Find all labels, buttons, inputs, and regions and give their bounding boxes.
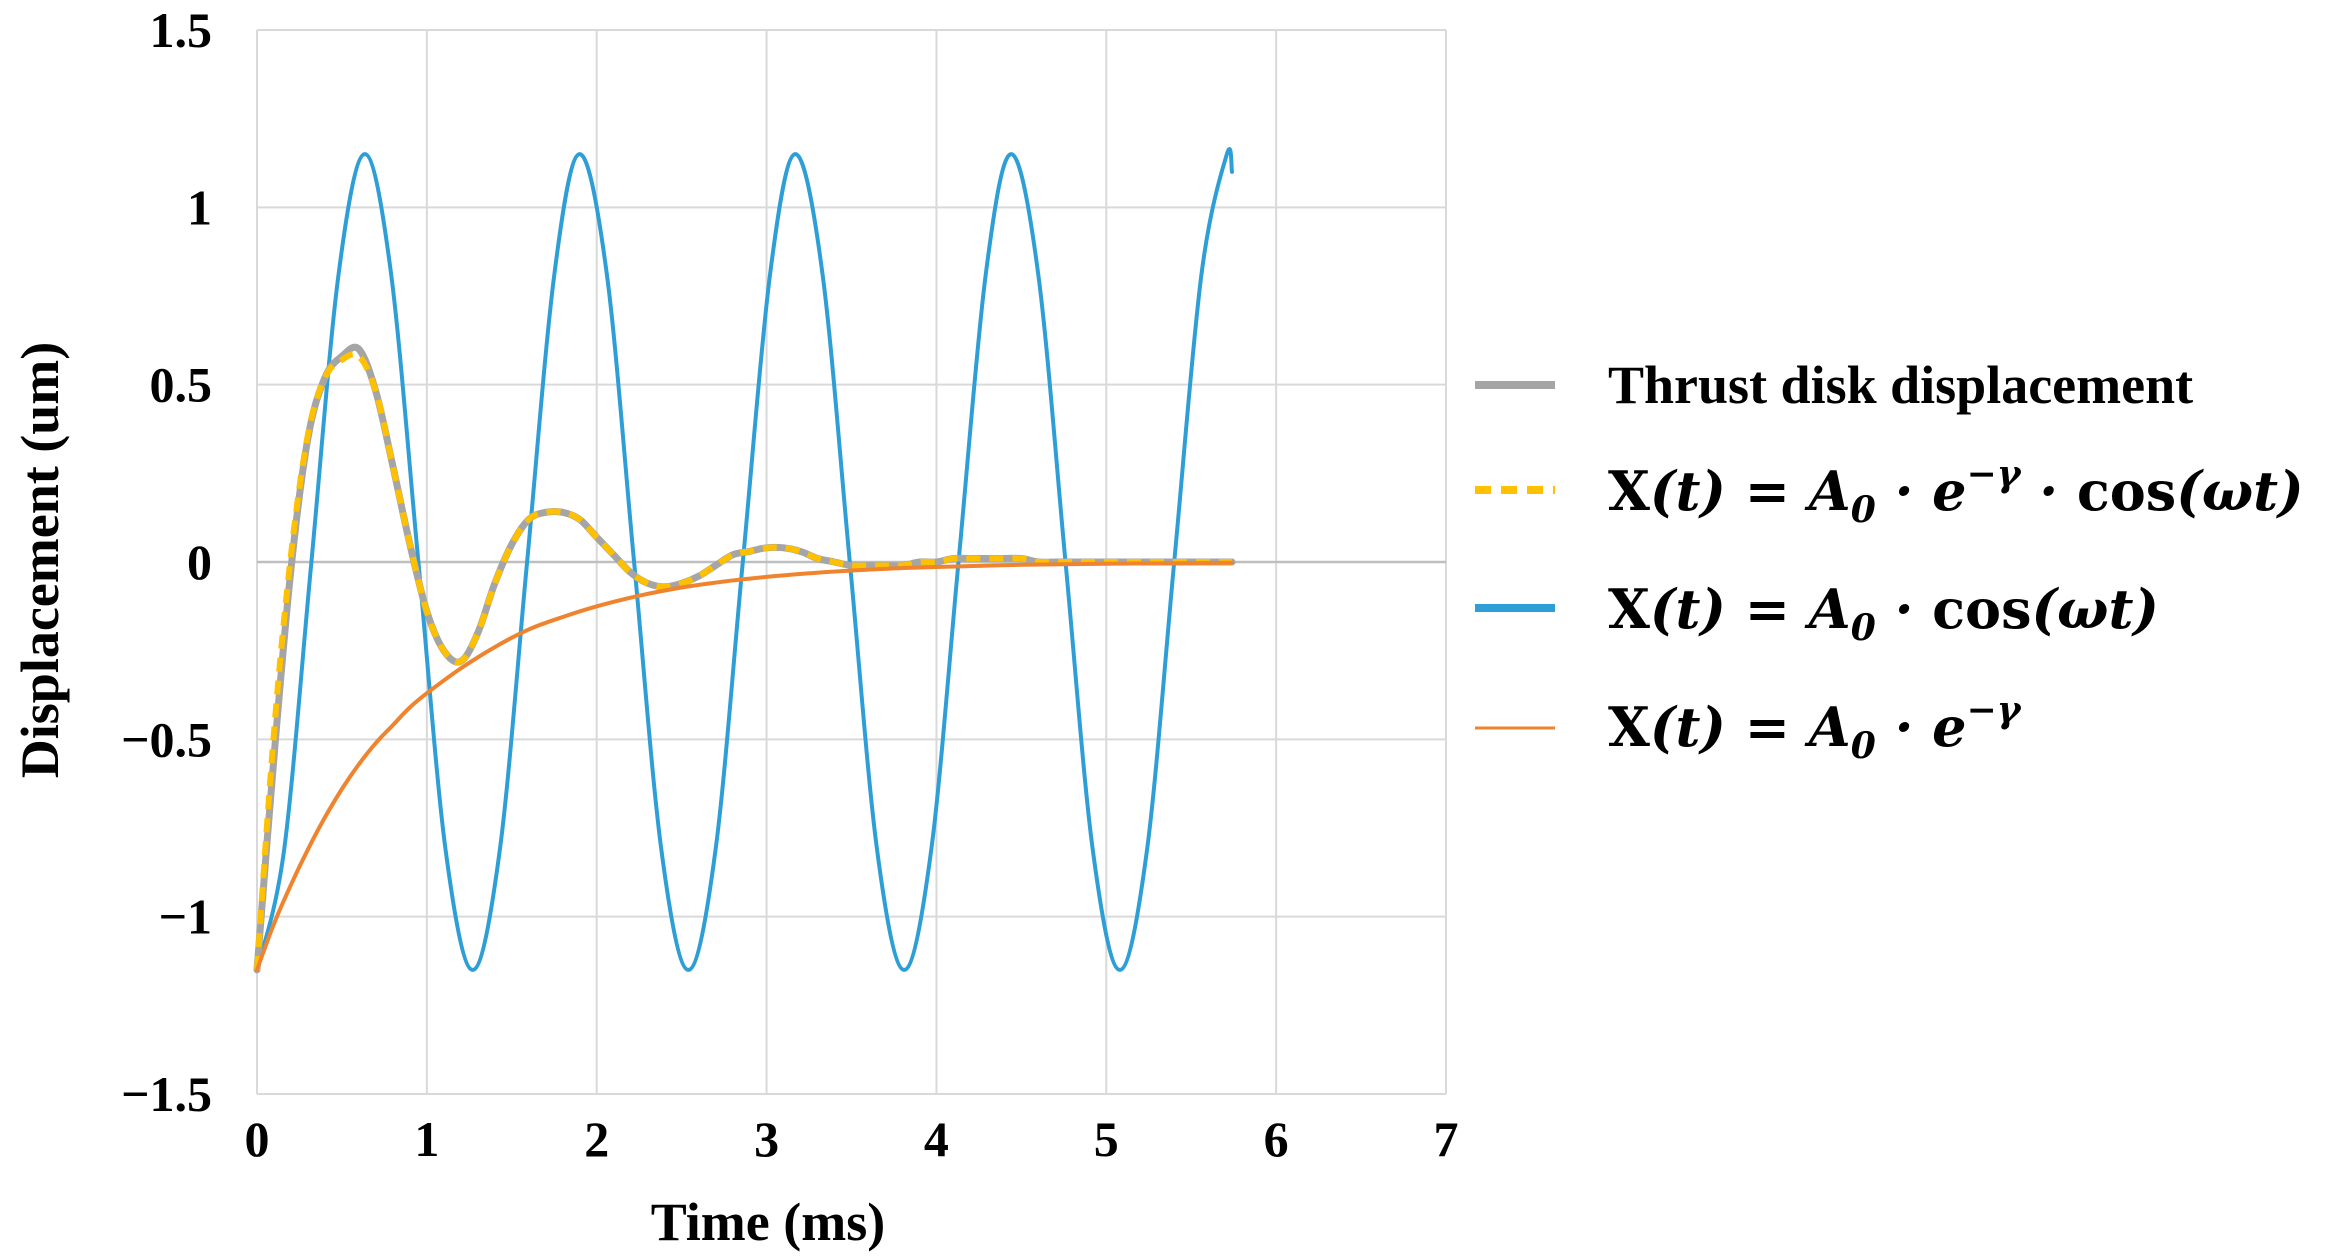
y-tick-label: 0 (187, 534, 212, 590)
legend-label-cos: X(t) = A0 · cos(ωt) (1608, 577, 2159, 649)
legend: Thrust disk displacement X(t) = A0 · e−γ… (1475, 355, 2304, 767)
y-tick-label: 0.5 (150, 357, 213, 413)
x-tick-label: 6 (1264, 1111, 1289, 1167)
y-tick-label: 1 (187, 179, 212, 235)
y-tick-label: 1.5 (150, 2, 213, 58)
y-tick-label: −1 (159, 889, 213, 945)
x-tick-label: 3 (754, 1111, 779, 1167)
x-axis-title: Time (ms) (651, 1192, 885, 1252)
y-tick-label: −1.5 (121, 1066, 212, 1122)
legend-label-exp: X(t) = A0 · e−γ (1608, 689, 2023, 767)
legend-item-cos[interactable]: X(t) = A0 · cos(ωt) (1475, 577, 2159, 649)
x-tick-label: 2 (584, 1111, 609, 1167)
legend-label-damped-cos: X(t) = A0 · e−γ · cos(ωt) (1608, 453, 2304, 531)
series-damped-cos-line (254, 351, 1232, 971)
x-tick-label: 7 (1434, 1111, 1459, 1167)
legend-item-exp[interactable]: X(t) = A0 · e−γ (1475, 689, 2023, 767)
x-tick-label: 5 (1094, 1111, 1119, 1167)
tick-labels: 0 1 2 3 4 5 6 7 1.5 1 0.5 0 −0.5 −1 −1.5 (121, 2, 1459, 1167)
series-exp-line (255, 560, 1234, 972)
x-tick-label: 1 (414, 1111, 439, 1167)
legend-item-thrust[interactable]: Thrust disk displacement (1475, 355, 2193, 415)
x-tick-label: 0 (245, 1111, 270, 1167)
legend-label-thrust: Thrust disk displacement (1608, 355, 2193, 415)
y-tick-label: −0.5 (121, 711, 212, 767)
x-tick-label: 4 (924, 1111, 949, 1167)
y-axis-title: Displacement (um) (10, 342, 70, 778)
series-layer (253, 147, 1236, 974)
series-thrust-disk-line (253, 343, 1236, 974)
legend-item-damped-cos[interactable]: X(t) = A0 · e−γ · cos(ωt) (1475, 453, 2304, 531)
